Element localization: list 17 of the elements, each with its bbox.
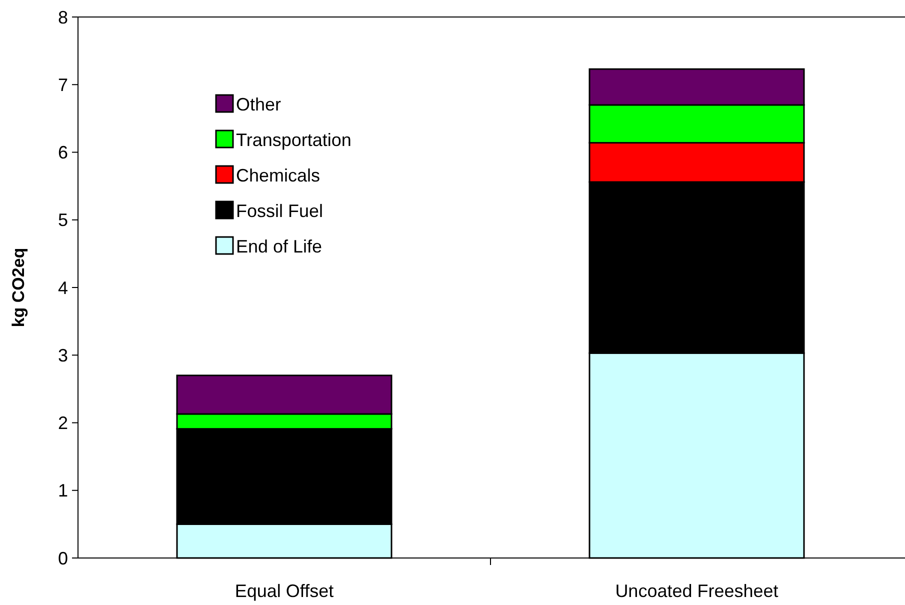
y-tick-label: 7 bbox=[58, 74, 68, 95]
legend-label: End of Life bbox=[236, 236, 322, 256]
y-tick-label: 0 bbox=[58, 548, 68, 568]
legend-label: Transportation bbox=[236, 130, 352, 150]
y-axis-title: kg CO2eq bbox=[9, 248, 28, 328]
y-tick-label: 3 bbox=[58, 345, 68, 366]
y-tick-label: 4 bbox=[58, 278, 68, 298]
y-tick-label: 1 bbox=[58, 480, 68, 501]
y-tick-label: 8 bbox=[58, 7, 68, 28]
x-tick-label: Uncoated Freesheet bbox=[615, 581, 778, 601]
y-tick-label: 5 bbox=[58, 210, 68, 230]
legend-label: Fossil Fuel bbox=[236, 200, 324, 221]
legend-label: Other bbox=[236, 94, 282, 114]
y-tick-label: 6 bbox=[58, 142, 68, 163]
y-tick-label: 2 bbox=[58, 413, 68, 434]
x-tick-label: Equal Offset bbox=[234, 581, 334, 601]
legend-label: Chemicals bbox=[236, 165, 320, 186]
